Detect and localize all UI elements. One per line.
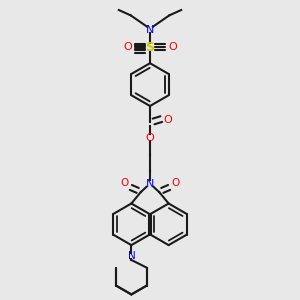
Text: O: O	[168, 43, 177, 52]
Text: N: N	[146, 25, 154, 34]
Text: O: O	[172, 178, 180, 188]
Text: O: O	[146, 133, 154, 143]
Text: S: S	[146, 41, 154, 54]
Text: O: O	[120, 178, 128, 188]
Text: O: O	[123, 43, 132, 52]
Text: N: N	[128, 251, 135, 261]
Text: N: N	[146, 179, 154, 189]
Text: O: O	[164, 115, 172, 125]
